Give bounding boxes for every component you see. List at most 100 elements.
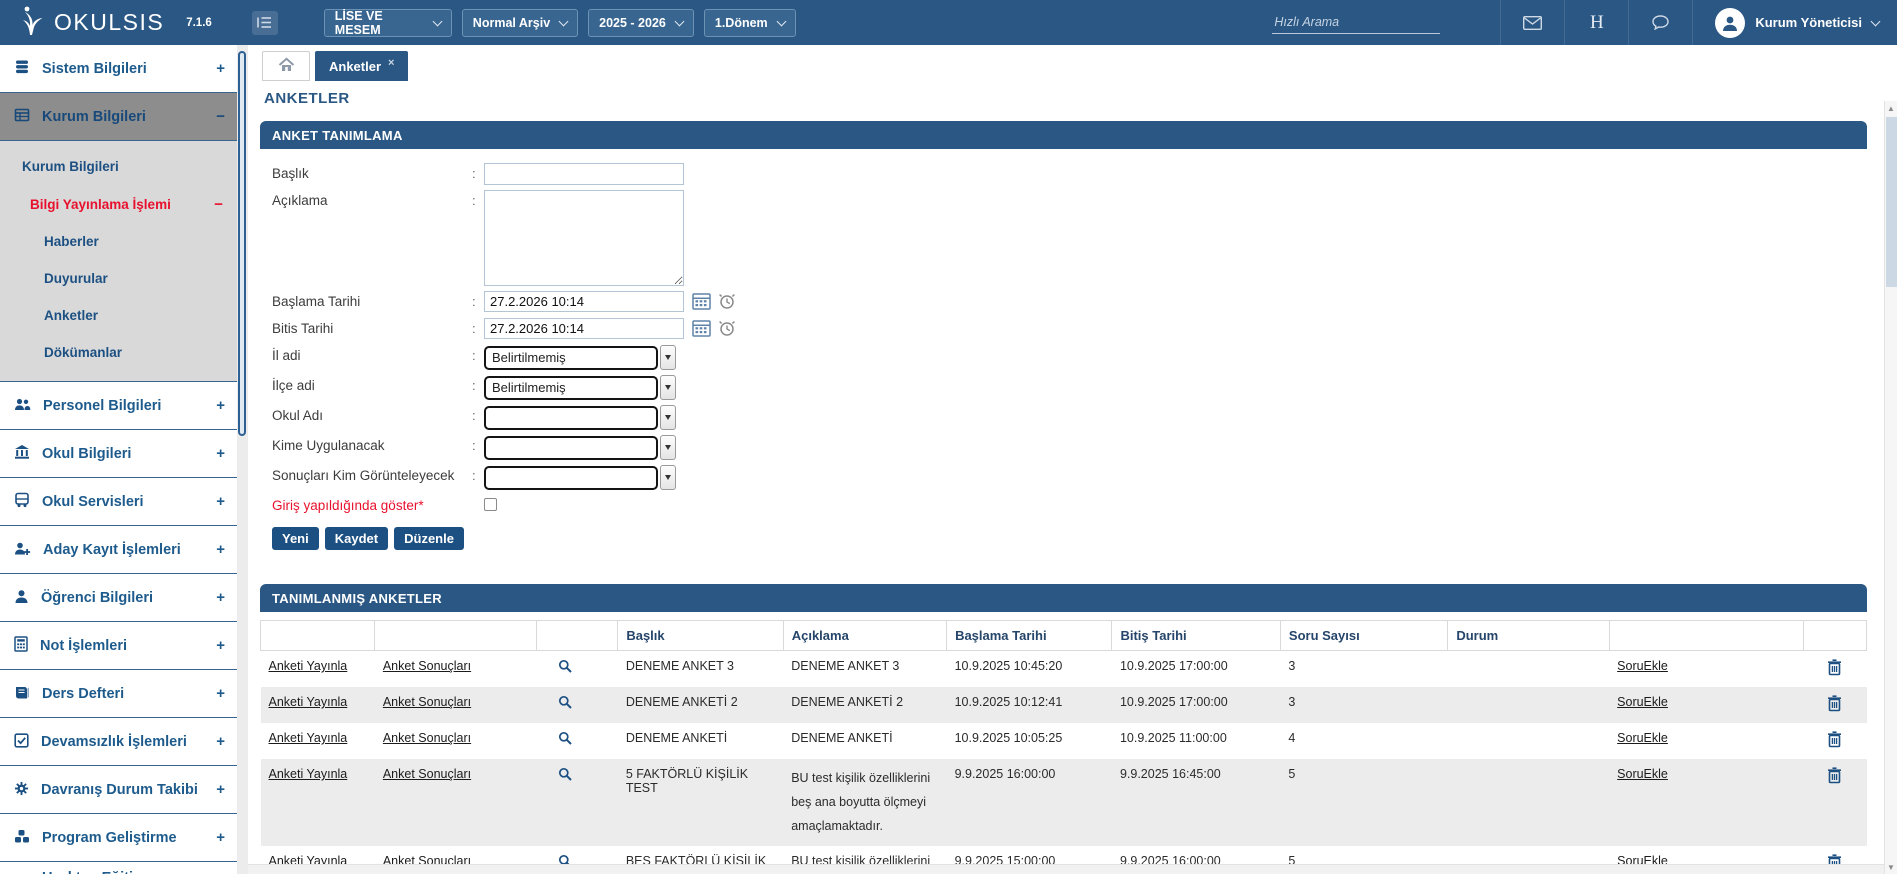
baslik-input[interactable] xyxy=(484,163,684,185)
close-icon[interactable]: × xyxy=(388,57,394,69)
sidebar-item-dokumanlar[interactable]: Dökümanlar xyxy=(0,334,237,371)
baslama-tarihi-input[interactable] xyxy=(484,291,684,312)
trash-icon[interactable] xyxy=(1827,665,1842,679)
anket-end: 10.9.2025 17:00:00 xyxy=(1112,687,1280,723)
kime-uygulanacak-combobox[interactable] xyxy=(484,435,676,460)
clock-icon[interactable] xyxy=(718,292,736,313)
sidebar-item-devamsizlik[interactable]: Devamsızlık İşlemleri + xyxy=(0,718,237,766)
vertical-scrollbar[interactable]: ▲ ▼ xyxy=(1884,101,1897,874)
trash-icon[interactable] xyxy=(1827,773,1842,787)
quick-search-input[interactable] xyxy=(1272,11,1440,34)
bitis-tarihi-input[interactable] xyxy=(484,318,684,339)
aciklama-label: Açıklama xyxy=(272,190,472,208)
chevron-down-icon xyxy=(1871,16,1881,26)
yeni-button[interactable]: Yeni xyxy=(272,527,319,550)
soru-ekle-link[interactable]: SoruEkle xyxy=(1617,731,1668,745)
combo-arrow-icon[interactable] xyxy=(660,375,676,400)
sidebar-item-sistem-bilgileri[interactable]: Sistem Bilgileri + xyxy=(0,45,237,93)
anket-sonuclari-link[interactable]: Anket Sonuçları xyxy=(383,731,471,745)
sidebar-item-ogrenci-bilgileri[interactable]: Öğrenci Bilgileri + xyxy=(0,574,237,622)
soru-ekle-link[interactable]: SoruEkle xyxy=(1617,659,1668,673)
anket-status xyxy=(1448,759,1609,846)
okul-adi-combobox[interactable] xyxy=(484,405,676,430)
tab-home[interactable] xyxy=(262,51,310,81)
sidebar-item-personel-bilgileri[interactable]: Personel Bilgileri + xyxy=(0,382,237,430)
giris-goster-checkbox[interactable] xyxy=(484,498,497,511)
sonuclari-kim-combobox[interactable] xyxy=(484,465,676,490)
sidebar-item-davranis-takibi[interactable]: Davranış Durum Takibi + xyxy=(0,766,237,814)
mail-icon[interactable] xyxy=(1500,0,1564,45)
avatar xyxy=(1715,8,1745,38)
scroll-down-arrow[interactable]: ▼ xyxy=(1885,860,1897,874)
anket-sonuclari-link[interactable]: Anket Sonuçları xyxy=(383,695,471,709)
trash-icon[interactable] xyxy=(1827,737,1842,751)
sidebar-item-kurum-bilgileri[interactable]: Kurum Bilgileri − xyxy=(0,93,237,141)
sidebar-toggle-icon[interactable] xyxy=(252,11,278,35)
sidebar-item-aday-kayit[interactable]: Aday Kayıt İşlemleri + xyxy=(0,526,237,574)
combo-arrow-icon[interactable] xyxy=(660,345,676,370)
anketi-yayinla-link[interactable]: Anketi Yayınla xyxy=(269,695,348,709)
school-year-select[interactable]: 2025 - 2026 xyxy=(588,9,694,37)
col-aciklama: Açıklama xyxy=(783,621,946,651)
term-select[interactable]: 1.Dönem xyxy=(704,9,796,37)
magnifier-icon[interactable] xyxy=(558,698,572,712)
anketi-yayinla-link[interactable]: Anketi Yayınla xyxy=(269,767,348,781)
calendar-icon[interactable] xyxy=(692,292,711,313)
vertical-scrollbar-thumb[interactable] xyxy=(1886,117,1897,287)
magnifier-icon[interactable] xyxy=(558,770,572,784)
sidebar-item-duyurular[interactable]: Duyurular xyxy=(0,260,237,297)
il-adi-combobox[interactable]: Belirtilmemiş xyxy=(484,345,676,370)
anketi-yayinla-link[interactable]: Anketi Yayınla xyxy=(269,731,348,745)
help-letter-icon[interactable]: H xyxy=(1564,0,1628,45)
chevron-down-icon xyxy=(674,16,684,26)
sidebar-item-bilgi-yayinlama[interactable]: Bilgi Yayınlama İşlemi − xyxy=(0,185,237,223)
sidebar-item-uzaktan-egitim[interactable]: Uzaktan Eğitim Programı + xyxy=(0,862,237,874)
clock-icon[interactable] xyxy=(718,319,736,340)
sidebar-item-kurum-bilgileri-sub[interactable]: Kurum Bilgileri xyxy=(0,147,237,185)
anket-desc: DENEME ANKET 3 xyxy=(783,651,946,688)
tanimlanmis-anketler-panel: TANIMLANMIŞ ANKETLER Başlık xyxy=(260,584,1867,874)
duzenle-button[interactable]: Düzenle xyxy=(394,527,464,550)
sidebar-item-ders-defteri[interactable]: Ders Defteri + xyxy=(0,670,237,718)
table-header-row: Başlık Açıklama Başlama Tarihi Bitiş Tar… xyxy=(261,621,1867,651)
table-row: Anketi Yayınla Anket Sonuçları DENEME AN… xyxy=(261,687,1867,723)
anket-sonuclari-link[interactable]: Anket Sonuçları xyxy=(383,767,471,781)
combo-arrow-icon[interactable] xyxy=(660,435,676,460)
trash-icon[interactable] xyxy=(1827,701,1842,715)
top-bar: OKULSIS 7.1.6 LİSE VE MESEM Normal Arşiv… xyxy=(0,0,1897,45)
soru-ekle-link[interactable]: SoruEkle xyxy=(1617,695,1668,709)
user-icon xyxy=(14,589,29,607)
tab-anketler[interactable]: Anketler × xyxy=(315,51,408,81)
aciklama-textarea[interactable] xyxy=(484,190,684,286)
combo-arrow-icon[interactable] xyxy=(660,405,676,430)
user-menu[interactable]: Kurum Yöneticisi xyxy=(1692,0,1879,45)
horizontal-scrollbar[interactable] xyxy=(248,864,1884,874)
combo-arrow-icon[interactable] xyxy=(660,465,676,490)
archive-select[interactable]: Normal Arşiv xyxy=(462,9,578,37)
sidebar-item-program-gelistirme[interactable]: Program Geliştirme + xyxy=(0,814,237,862)
chat-icon[interactable] xyxy=(1628,0,1692,45)
sidebar-item-okul-servisleri[interactable]: Okul Servisleri + xyxy=(0,478,237,526)
anket-sonuclari-link[interactable]: Anket Sonuçları xyxy=(383,659,471,673)
anket-start: 9.9.2025 16:00:00 xyxy=(947,759,1112,846)
soru-ekle-link[interactable]: SoruEkle xyxy=(1617,767,1668,781)
sidebar-item-not-islemleri[interactable]: Not İşlemleri + xyxy=(0,622,237,670)
baslik-label: Başlık xyxy=(272,163,472,181)
magnifier-icon[interactable] xyxy=(558,662,572,676)
sidebar-item-okul-bilgileri[interactable]: Okul Bilgileri + xyxy=(0,430,237,478)
anket-desc: DENEME ANKETİ 2 xyxy=(783,687,946,723)
sidebar-scrollbar[interactable] xyxy=(237,45,248,874)
calendar-icon[interactable] xyxy=(692,319,711,340)
school-type-select[interactable]: LİSE VE MESEM xyxy=(324,9,452,37)
ilce-adi-combobox[interactable]: Belirtilmemiş xyxy=(484,375,676,400)
scroll-up-arrow[interactable]: ▲ xyxy=(1885,101,1897,115)
sidebar-item-haberler[interactable]: Haberler xyxy=(0,223,237,260)
anket-status xyxy=(1448,651,1609,688)
database-icon xyxy=(14,59,30,78)
kaydet-button[interactable]: Kaydet xyxy=(325,527,388,550)
magnifier-icon[interactable] xyxy=(558,734,572,748)
table-icon xyxy=(14,107,30,126)
sidebar-item-anketler[interactable]: Anketler xyxy=(0,297,237,334)
sidebar-scrollbar-thumb[interactable] xyxy=(238,51,246,436)
anketi-yayinla-link[interactable]: Anketi Yayınla xyxy=(269,659,348,673)
